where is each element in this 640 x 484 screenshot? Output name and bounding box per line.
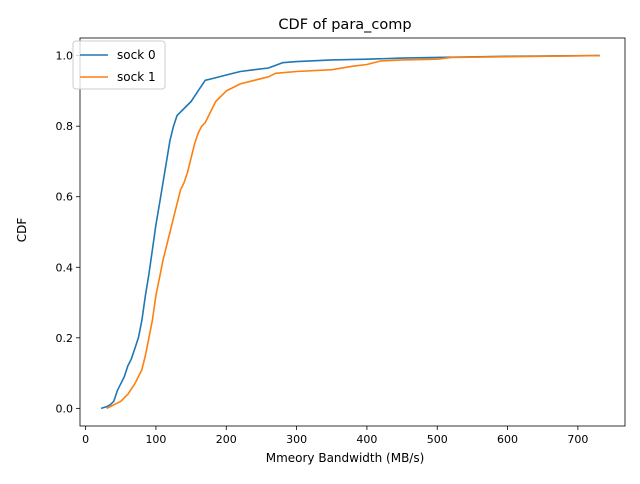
x-tick-label: 200 bbox=[216, 433, 237, 446]
y-tick-label: 0.2 bbox=[56, 332, 74, 345]
legend: sock 0 sock 1 bbox=[72, 40, 166, 90]
x-tick-label: 500 bbox=[427, 433, 448, 446]
y-axis-label: CDF bbox=[15, 218, 29, 243]
series-line-sock-0 bbox=[100, 54, 600, 410]
y-tick-label: 0.4 bbox=[56, 261, 74, 274]
y-tick-label: 0.8 bbox=[56, 120, 74, 133]
x-tick-label: 400 bbox=[356, 433, 377, 446]
x-axis-ticks: 0 100 200 300 400 500 600 700 bbox=[82, 426, 588, 446]
x-tick-label: 700 bbox=[567, 433, 588, 446]
series-layer bbox=[100, 54, 600, 410]
legend-label-sock-0: sock 0 bbox=[117, 48, 156, 62]
y-axis-ticks: 0.0 0.2 0.4 0.6 0.8 1.0 bbox=[56, 50, 80, 415]
x-tick-label: 0 bbox=[82, 433, 89, 446]
x-tick-label: 100 bbox=[145, 433, 166, 446]
x-axis-label: Mmeory Bandwidth (MB/s) bbox=[266, 451, 425, 465]
legend-label-sock-1: sock 1 bbox=[117, 70, 156, 84]
plot-area-frame bbox=[79, 37, 626, 427]
y-tick-label: 1.0 bbox=[56, 50, 74, 63]
x-tick-label: 600 bbox=[497, 433, 518, 446]
y-tick-label: 0.6 bbox=[56, 191, 74, 204]
y-tick-label: 0.0 bbox=[56, 402, 74, 415]
series-line-sock-1 bbox=[106, 54, 600, 410]
x-tick-label: 300 bbox=[286, 433, 307, 446]
chart-title: CDF of para_comp bbox=[278, 17, 411, 33]
